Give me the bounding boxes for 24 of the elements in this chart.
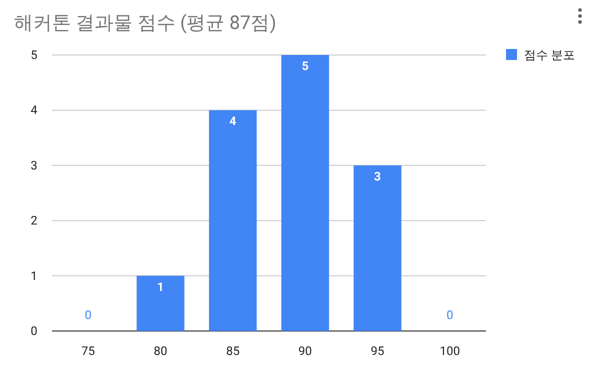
y-tick-label: 3: [30, 158, 38, 172]
y-tick-label: 2: [30, 214, 38, 228]
x-tick-label: 100: [440, 344, 460, 358]
data-label: 0: [84, 308, 92, 322]
data-label: 5: [302, 59, 309, 73]
legend-label: 점수 분포: [524, 48, 575, 62]
data-label: 4: [229, 114, 236, 128]
chart-title: 해커톤 결과물 점수 (평균 87점): [14, 11, 276, 34]
y-tick-label: 0: [30, 324, 38, 338]
y-tick-label: 4: [30, 103, 38, 118]
bar: [136, 276, 184, 331]
x-tick-label: 90: [298, 344, 312, 358]
x-tick-label: 95: [370, 344, 384, 358]
data-label: 3: [374, 169, 382, 184]
x-tick-label: 85: [226, 344, 240, 358]
x-tick-label: 75: [81, 344, 96, 358]
bar: [281, 55, 330, 331]
data-label: 0: [446, 308, 454, 322]
y-tick-label: 5: [30, 48, 38, 62]
x-tick-label: 80: [154, 344, 168, 358]
bar: [208, 110, 257, 331]
data-label: 1: [157, 280, 164, 294]
bar: [354, 165, 402, 331]
y-tick-label: 1: [30, 268, 38, 283]
